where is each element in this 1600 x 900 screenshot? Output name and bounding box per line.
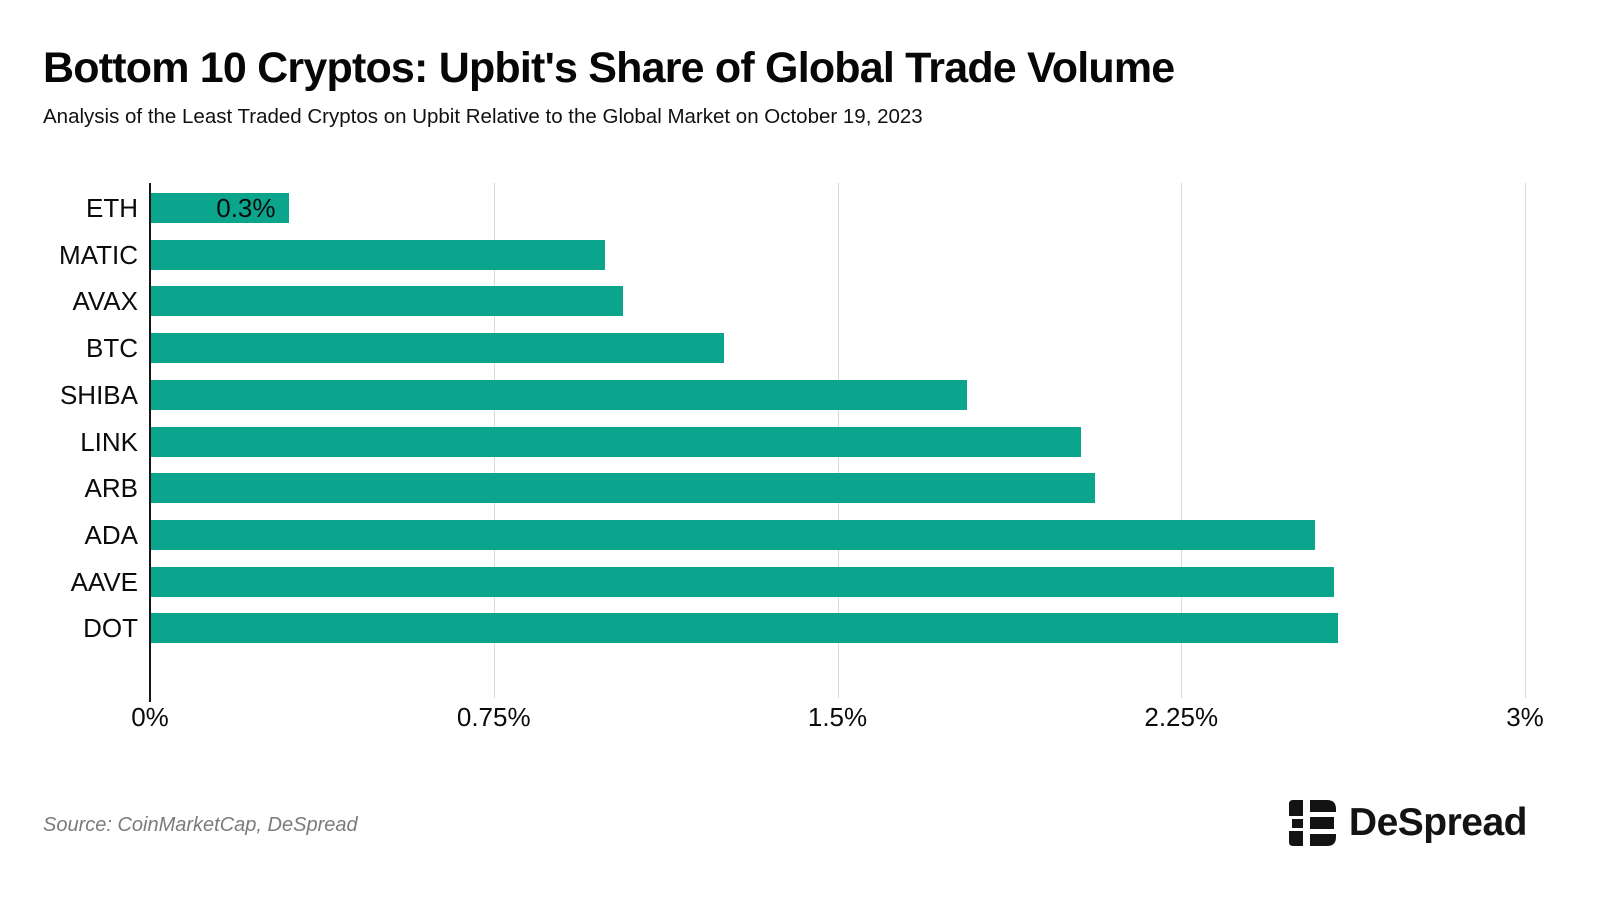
bar bbox=[151, 426, 1082, 457]
x-tick-label: 1.5% bbox=[807, 702, 868, 732]
category-label: ETH bbox=[86, 193, 138, 223]
category-label: MATIC bbox=[59, 239, 138, 270]
page-title: Bottom 10 Cryptos: Upbit's Share of Glob… bbox=[43, 44, 1175, 92]
bar bbox=[151, 286, 624, 317]
page-subtitle: Analysis of the Least Traded Cryptos on … bbox=[43, 105, 923, 128]
x-tick-label: 3% bbox=[1506, 702, 1544, 732]
bar bbox=[151, 333, 724, 364]
category-label: AAVE bbox=[70, 566, 138, 597]
x-tick-label: 0% bbox=[131, 702, 169, 732]
x-tick-label: 2.25% bbox=[1144, 702, 1219, 732]
category-label: LINK bbox=[80, 426, 138, 457]
source-note: Source: CoinMarketCap, DeSpread bbox=[43, 814, 358, 836]
bar bbox=[151, 613, 1339, 644]
gridline bbox=[1181, 183, 1183, 698]
bar: 0.3% bbox=[151, 193, 289, 223]
category-label: ARB bbox=[84, 473, 138, 504]
bar bbox=[151, 566, 1334, 597]
x-tick-label: 0.75% bbox=[456, 702, 531, 732]
bar-value-label: 0.3% bbox=[216, 192, 276, 223]
brand-lockup: DeSpread bbox=[1288, 800, 1528, 846]
bar bbox=[151, 239, 605, 270]
category-label: DOT bbox=[83, 613, 138, 644]
category-label: ADA bbox=[84, 519, 138, 550]
bar bbox=[151, 519, 1316, 550]
bar bbox=[151, 473, 1096, 504]
despread-logo-icon bbox=[1288, 800, 1336, 846]
brand-wordmark: DeSpread bbox=[1348, 801, 1528, 844]
gridline bbox=[1525, 183, 1526, 698]
bar-chart: ETH MATIC AVAX BTC SHIBA LINK ARB ADA AAVE DOT 0.… bbox=[59, 183, 1544, 743]
category-axis: ETH MATIC AVAX BTC SHIBA LINK ARB ADA AAVE DOT bbox=[20, 183, 138, 698]
y-axis-line bbox=[149, 183, 151, 702]
bar bbox=[151, 379, 967, 410]
category-label: SHIBA bbox=[59, 379, 138, 410]
category-label: BTC bbox=[86, 333, 138, 364]
category-label: AVAX bbox=[72, 286, 138, 317]
